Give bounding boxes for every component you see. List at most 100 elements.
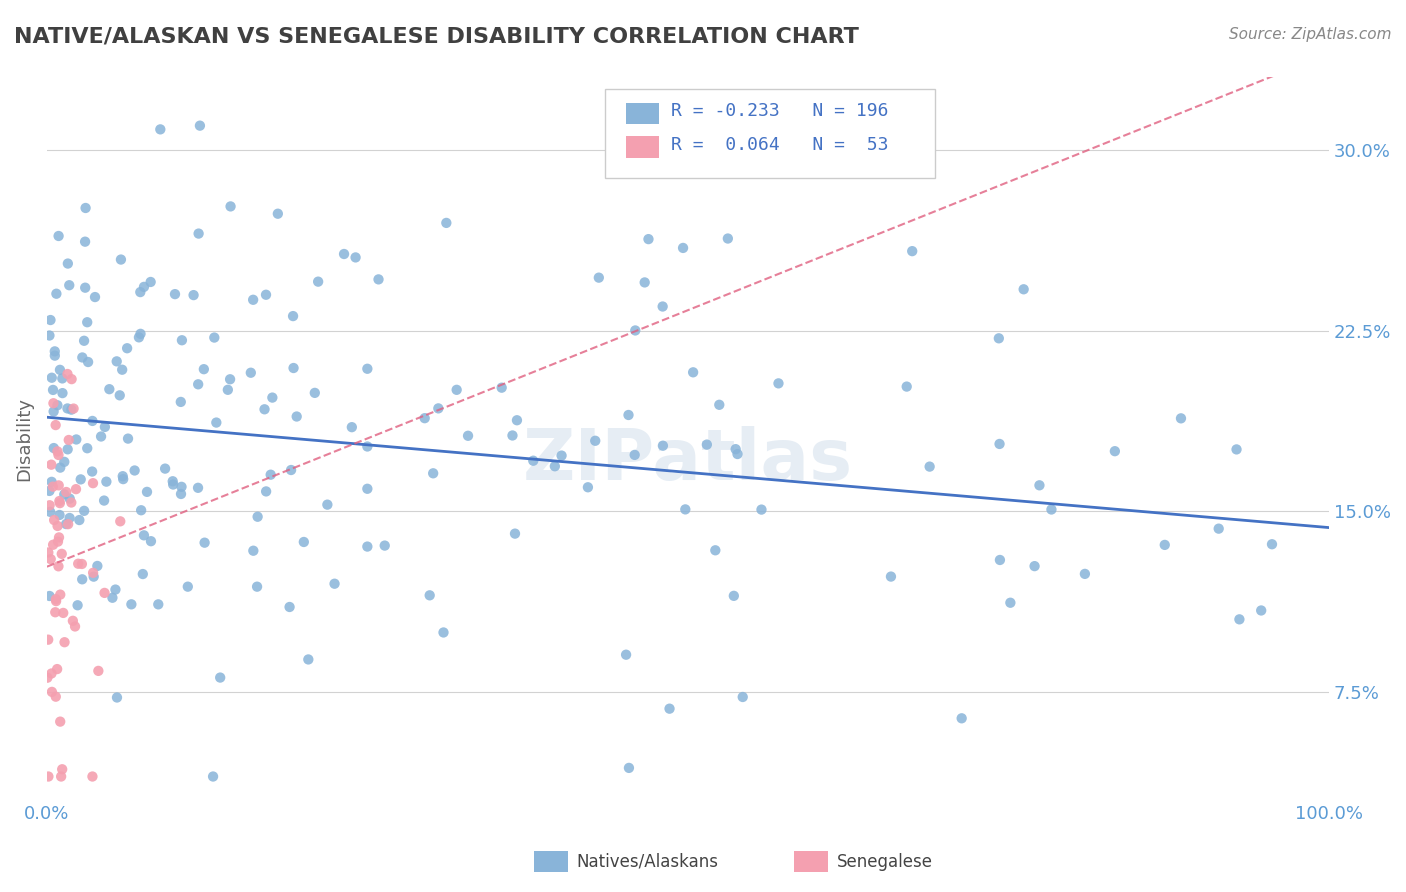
Point bbox=[53, 487, 76, 501]
Point bbox=[149, 122, 172, 136]
Point bbox=[46, 398, 69, 412]
Point bbox=[1225, 442, 1247, 457]
Point bbox=[209, 671, 232, 685]
Point bbox=[58, 278, 80, 293]
Point bbox=[56, 256, 79, 270]
Point bbox=[87, 664, 110, 678]
Point bbox=[246, 509, 269, 524]
Point bbox=[48, 448, 70, 462]
Point bbox=[918, 459, 941, 474]
Point bbox=[246, 580, 269, 594]
Point bbox=[82, 414, 104, 428]
Point bbox=[1074, 566, 1097, 581]
Point bbox=[49, 770, 72, 784]
Point bbox=[1208, 522, 1230, 536]
Point bbox=[51, 547, 73, 561]
Point bbox=[219, 372, 242, 386]
Point bbox=[104, 582, 127, 597]
Point bbox=[38, 498, 60, 512]
Point bbox=[51, 386, 73, 401]
Point bbox=[988, 437, 1011, 451]
Point bbox=[1024, 559, 1046, 574]
Point bbox=[344, 251, 367, 265]
Point bbox=[132, 528, 155, 542]
Point bbox=[65, 433, 87, 447]
Point bbox=[70, 572, 93, 586]
Point bbox=[58, 433, 80, 447]
Point bbox=[617, 408, 640, 422]
Text: R = -0.233   N = 196: R = -0.233 N = 196 bbox=[671, 103, 889, 120]
Point bbox=[66, 599, 89, 613]
Point bbox=[709, 398, 731, 412]
Point bbox=[93, 493, 115, 508]
Point bbox=[491, 381, 513, 395]
Text: NATIVE/ALASKAN VS SENEGALESE DISABILITY CORRELATION CHART: NATIVE/ALASKAN VS SENEGALESE DISABILITY … bbox=[14, 27, 859, 46]
Point bbox=[285, 409, 308, 424]
Point bbox=[128, 330, 150, 344]
Point bbox=[73, 504, 96, 518]
Point bbox=[188, 119, 211, 133]
Point bbox=[53, 635, 76, 649]
Text: Natives/Alaskans: Natives/Alaskans bbox=[576, 853, 718, 871]
Point bbox=[139, 275, 162, 289]
Point bbox=[120, 597, 142, 611]
Point bbox=[202, 770, 225, 784]
Point bbox=[46, 534, 69, 549]
Point bbox=[281, 309, 304, 323]
Point bbox=[950, 711, 973, 725]
Point bbox=[503, 526, 526, 541]
Point bbox=[356, 482, 378, 496]
Point bbox=[112, 472, 135, 486]
Point bbox=[73, 334, 96, 348]
Point bbox=[117, 432, 139, 446]
Point bbox=[658, 701, 681, 715]
Point bbox=[550, 449, 572, 463]
Point bbox=[340, 420, 363, 434]
Point bbox=[45, 286, 67, 301]
Point bbox=[49, 363, 72, 377]
Point bbox=[77, 355, 100, 369]
Point bbox=[44, 349, 66, 363]
Point bbox=[217, 383, 239, 397]
Point bbox=[522, 453, 544, 467]
Point bbox=[254, 484, 277, 499]
Point bbox=[219, 199, 242, 213]
Point bbox=[108, 388, 131, 402]
Point bbox=[46, 444, 69, 458]
Point bbox=[717, 231, 740, 245]
Point bbox=[672, 241, 695, 255]
Y-axis label: Disability: Disability bbox=[15, 397, 32, 481]
Point bbox=[124, 463, 146, 477]
Point bbox=[696, 437, 718, 451]
Point bbox=[193, 362, 215, 376]
Point bbox=[39, 552, 62, 566]
Point bbox=[132, 567, 155, 582]
Point bbox=[45, 418, 67, 433]
Point bbox=[333, 247, 356, 261]
Point bbox=[41, 666, 63, 681]
Point bbox=[94, 420, 117, 434]
Point bbox=[49, 460, 72, 475]
Point bbox=[283, 361, 305, 376]
Point bbox=[60, 495, 83, 509]
Point bbox=[506, 413, 529, 427]
Point bbox=[45, 592, 67, 607]
Point bbox=[49, 496, 72, 510]
Point bbox=[1028, 478, 1050, 492]
Point bbox=[60, 372, 83, 386]
Point bbox=[1153, 538, 1175, 552]
Point bbox=[153, 461, 176, 475]
Point bbox=[751, 502, 773, 516]
Point bbox=[544, 459, 567, 474]
Point bbox=[731, 690, 754, 704]
Point bbox=[162, 477, 184, 491]
Point bbox=[42, 441, 65, 455]
Point bbox=[105, 690, 128, 705]
Point bbox=[59, 491, 82, 506]
Point bbox=[187, 377, 209, 392]
Text: ZIPatlas: ZIPatlas bbox=[523, 426, 853, 495]
Point bbox=[434, 216, 457, 230]
Point bbox=[129, 326, 152, 341]
Point bbox=[262, 391, 284, 405]
Point bbox=[82, 465, 104, 479]
